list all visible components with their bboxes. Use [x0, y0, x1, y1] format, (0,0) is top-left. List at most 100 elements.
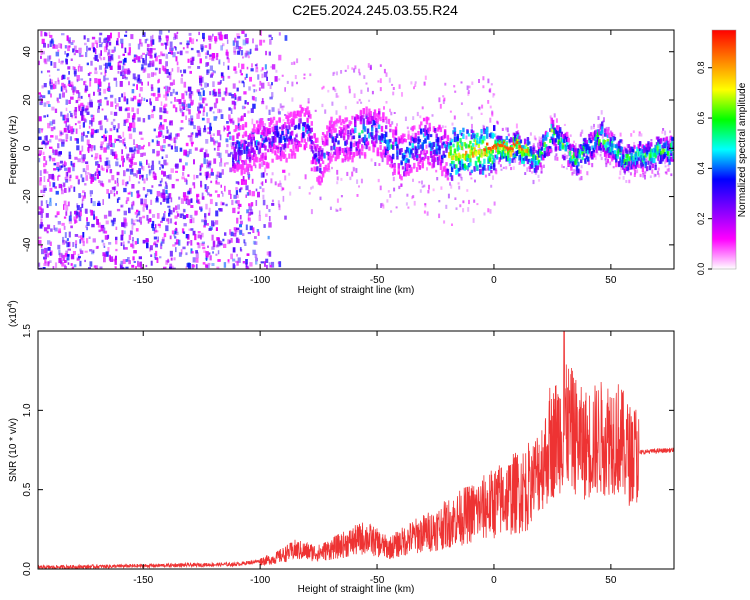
- spectrogram-ridge-cell: [582, 142, 586, 147]
- spectrogram-ridge-cell: [654, 165, 657, 171]
- spectrogram-speck: [45, 213, 49, 218]
- spectrogram-ridge-cell: [344, 117, 347, 123]
- spectrogram-speck: [643, 171, 646, 177]
- spectrogram-speck: [50, 61, 53, 66]
- spectrogram-speck: [368, 99, 371, 102]
- spectrogram-speck: [243, 82, 245, 88]
- spectrogram-speck: [200, 147, 204, 150]
- spectrogram-speck: [137, 80, 141, 84]
- spectrogram-speck: [97, 202, 101, 206]
- spectrogram-speck: [151, 109, 154, 113]
- spectrogram-speck: [74, 107, 78, 112]
- spectrogram-speck: [67, 167, 71, 173]
- spectrogram-ridge-cell: [268, 127, 271, 133]
- spectrogram-speck: [138, 131, 143, 135]
- spectrogram-ridge-cell: [460, 132, 464, 137]
- spectrogram-speck: [49, 55, 52, 60]
- spectrogram-ridge-cell: [352, 129, 356, 134]
- spectrogram-speck: [133, 173, 137, 177]
- spectrogram-speck: [234, 71, 238, 74]
- spectrogram-speck: [109, 95, 113, 99]
- spectrogram-ridge-cell: [453, 127, 457, 132]
- spectrogram-ridge-cell: [413, 136, 416, 140]
- spectrogram-speck: [236, 33, 240, 38]
- spectrogram-ridge-cell: [376, 112, 379, 118]
- spectrogram-speck: [175, 221, 177, 225]
- spectrogram-ridge-cell: [435, 148, 438, 155]
- spectrogram-ridge-cell: [587, 144, 590, 150]
- spectrogram-ridge-cell: [368, 146, 371, 151]
- spectrogram-speck: [278, 203, 281, 208]
- spectrogram-speck: [170, 257, 173, 261]
- spectrogram-speck: [351, 171, 354, 177]
- spectrogram-speck: [98, 179, 101, 183]
- spectrogram-ridge-cell: [672, 152, 674, 156]
- spectrogram-ridge-cell: [469, 149, 472, 154]
- spectrogram-speck: [173, 257, 176, 261]
- spectrogram-speck: [88, 94, 90, 98]
- spectrogram-speck: [340, 195, 343, 198]
- spectrogram-speck: [174, 97, 176, 102]
- spectrogram-ridge-cell: [596, 129, 600, 134]
- spectrogram-ridge-cell: [487, 159, 490, 164]
- spectrogram-speck: [468, 199, 470, 205]
- spectrogram-speck: [248, 55, 250, 59]
- spectrogram-speck: [241, 105, 245, 110]
- spectrogram-speck: [52, 44, 56, 49]
- spectrogram-ridge-cell: [655, 142, 659, 148]
- spectrogram-speck: [53, 62, 57, 68]
- spectrogram-ridge-cell: [375, 117, 378, 124]
- spectrogram-speck: [201, 117, 205, 121]
- spectrogram-speck: [173, 233, 176, 237]
- spectrogram-speck: [89, 80, 92, 87]
- spectrogram-speck: [540, 168, 543, 174]
- spectrogram-speck: [78, 193, 81, 199]
- spectrogram-ridge-cell: [237, 141, 241, 148]
- spectrogram-ridge-cell: [637, 149, 640, 155]
- spectrogram-speck: [668, 167, 671, 172]
- spectrogram-ridge-cell: [310, 135, 313, 139]
- spectrogram-ridge-cell: [544, 144, 548, 149]
- spectrogram-ridge-cell: [262, 131, 266, 137]
- spectrogram-speck: [106, 39, 110, 44]
- spectrogram-speck: [467, 90, 470, 94]
- spectrogram-speck: [206, 159, 208, 165]
- spectrogram-speck: [222, 238, 225, 242]
- spectrogram-ridge-cell: [623, 162, 626, 169]
- spectrogram-speck: [232, 157, 234, 163]
- spectrogram-speck: [119, 164, 121, 168]
- spectrogram-speck: [242, 39, 246, 46]
- spectrogram-speck: [233, 66, 237, 71]
- spectrogram-speck: [58, 249, 61, 256]
- spectrogram-speck: [65, 240, 68, 244]
- spectrogram-speck: [170, 197, 173, 203]
- spectrogram-ridge-cell: [247, 148, 250, 154]
- spectrogram-speck: [488, 172, 491, 176]
- spectrogram-speck: [86, 62, 89, 66]
- spectrogram-speck: [79, 150, 82, 155]
- spectrogram-ridge-cell: [637, 164, 640, 169]
- spectrogram-ridge-cell: [582, 153, 586, 157]
- spectrogram-speck: [81, 145, 84, 152]
- spectrogram-speck: [54, 215, 58, 218]
- spectrogram-speck: [169, 193, 172, 199]
- spectrogram-speck: [130, 97, 134, 102]
- spectrogram-speck: [57, 244, 61, 250]
- spectrogram-ridge-cell: [554, 146, 558, 151]
- spectrogram-speck: [346, 171, 349, 176]
- spectrogram-ridge-cell: [630, 157, 633, 163]
- spectrogram-ridge-cell: [327, 152, 330, 157]
- spectrogram-speck: [115, 105, 117, 110]
- spectrogram-speck: [179, 147, 183, 152]
- spectrogram-speck: [321, 136, 324, 140]
- spectrogram-ridge-cell: [299, 104, 302, 108]
- spectrogram-ridge-cell: [363, 139, 367, 143]
- spectrogram-speck: [155, 56, 158, 62]
- spectrogram-speck: [225, 138, 229, 143]
- spectrogram-speck: [50, 127, 54, 132]
- spectrogram-speck: [476, 203, 479, 206]
- spectrogram-speck: [207, 83, 209, 87]
- spectrogram-speck: [231, 146, 235, 150]
- spectrogram-speck: [199, 58, 202, 64]
- spectrogram-ridge-cell: [533, 159, 537, 164]
